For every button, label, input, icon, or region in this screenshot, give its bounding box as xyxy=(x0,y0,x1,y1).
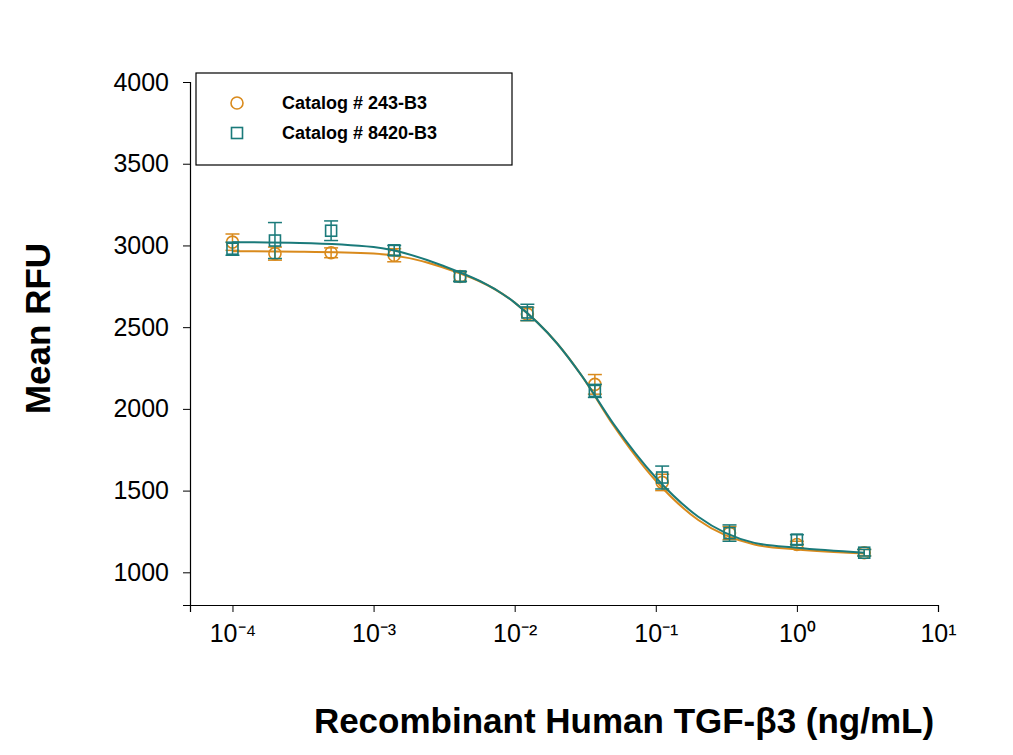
data-point xyxy=(657,472,668,483)
x-tick-mark xyxy=(515,605,516,612)
x-tick-label: 10⁻³ xyxy=(352,619,396,647)
y-axis-line xyxy=(183,83,191,606)
error-bar xyxy=(387,245,401,255)
data-point xyxy=(325,247,337,259)
error-bar xyxy=(324,221,338,241)
data-point xyxy=(522,307,533,318)
x-tick-mark xyxy=(938,605,939,612)
y-tick: 3500 xyxy=(113,149,190,177)
error-bar xyxy=(723,525,737,541)
x-tick-mark xyxy=(374,605,375,612)
y-tick-mark xyxy=(183,491,190,492)
legend-box xyxy=(196,73,512,165)
y-tick-label: 1000 xyxy=(113,558,169,586)
y-tick-label: 3500 xyxy=(113,149,169,177)
plot-area xyxy=(225,221,871,559)
x-tick: 10⁻² xyxy=(493,605,537,647)
x-tick-mark xyxy=(656,605,657,612)
x-tick: 10⁻³ xyxy=(352,605,396,647)
error-bar xyxy=(655,466,669,489)
x-tick: 10¹ xyxy=(920,605,956,647)
y-tick: 4000 xyxy=(113,68,190,96)
y-tick-label: 4000 xyxy=(113,68,169,96)
x-tick-label: 10⁻¹ xyxy=(634,619,678,647)
y-tick: 3000 xyxy=(113,231,190,259)
error-bar xyxy=(268,223,282,259)
y-tick-mark xyxy=(183,572,190,573)
y-tick-label: 3000 xyxy=(113,231,169,259)
data-point xyxy=(269,235,280,246)
y-tick-mark xyxy=(183,164,190,165)
y-tick-mark xyxy=(183,409,190,410)
series xyxy=(225,234,871,559)
x-tick: 10⁻⁴ xyxy=(210,605,257,647)
x-tick-label: 10⁰ xyxy=(779,619,816,647)
data-point xyxy=(724,528,735,539)
y-tick-mark xyxy=(183,82,190,83)
y-tick-label: 1500 xyxy=(113,476,169,504)
data-point xyxy=(589,385,600,396)
x-tick-mark xyxy=(232,605,233,612)
y-tick-label: 2500 xyxy=(113,313,169,341)
x-tick-mark xyxy=(797,605,798,612)
x-tick-label: 10⁻⁴ xyxy=(210,619,257,647)
x-tick: 10⁻¹ xyxy=(634,605,678,647)
data-point xyxy=(389,245,400,256)
y-tick-mark xyxy=(183,327,190,328)
chart: 10⁻⁴ 10⁻³ 10⁻² 10⁻¹ 10⁰ 10¹ 1000 1500 2000 2500 30… xyxy=(0,0,1013,755)
series xyxy=(225,221,871,558)
error-bar xyxy=(520,304,534,320)
y-tick: 2500 xyxy=(113,313,190,341)
error-bar xyxy=(790,535,804,545)
y-axis-title: Mean RFU xyxy=(18,243,57,414)
error-bar xyxy=(225,242,239,255)
y-tick: 1500 xyxy=(113,476,190,504)
legend: Catalog # 243-B3 Catalog # 8420-B3 xyxy=(196,73,512,165)
data-point xyxy=(859,547,870,558)
x-axis-title: Recombinant Human TGF-β3 (ng/mL) xyxy=(314,701,934,740)
x-tick-label: 10⁻² xyxy=(493,619,537,647)
fit-curve xyxy=(232,242,864,553)
y-tick: 2000 xyxy=(113,394,190,422)
error-bar xyxy=(453,272,467,282)
legend-marker xyxy=(231,97,243,109)
error-bar xyxy=(588,384,602,397)
x-tick: 10⁰ xyxy=(779,605,816,647)
y-tick-mark xyxy=(183,245,190,246)
data-point xyxy=(454,270,466,282)
x-axis: 10⁻⁴ 10⁻³ 10⁻² 10⁻¹ 10⁰ 10¹ xyxy=(191,605,957,647)
error-bar xyxy=(453,272,467,282)
data-point xyxy=(455,271,466,282)
x-axis-line xyxy=(191,606,939,613)
legend-label: Catalog # 8420-B3 xyxy=(282,123,437,143)
x-tick-label: 10¹ xyxy=(920,619,956,647)
legend-label: Catalog # 243-B3 xyxy=(282,93,427,113)
y-tick: 1000 xyxy=(113,558,190,586)
data-point xyxy=(791,534,802,545)
legend-marker xyxy=(232,128,243,139)
fit-curve xyxy=(232,251,864,553)
data-point xyxy=(227,243,238,254)
data-point xyxy=(326,225,337,236)
y-tick-label: 2000 xyxy=(113,394,169,422)
y-axis: 1000 1500 2000 2500 3000 3500 4000 xyxy=(113,68,190,606)
